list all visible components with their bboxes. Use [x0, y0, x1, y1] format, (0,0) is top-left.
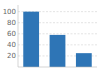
y-tick-label: 80 — [7, 19, 16, 27]
y-tick-label: 40 — [7, 41, 16, 49]
y-axis-line — [18, 5, 19, 67]
y-tick-label: 100 — [3, 8, 16, 16]
bar — [23, 12, 39, 67]
y-tick-label: 20 — [7, 52, 16, 60]
chart: 20 40 60 80 100 — [0, 0, 100, 71]
y-tick-label: 60 — [7, 30, 16, 38]
bar — [50, 35, 66, 67]
x-axis-line — [18, 67, 97, 68]
bars — [23, 12, 91, 67]
y-tick-labels: 20 40 60 80 100 — [3, 8, 16, 60]
bar — [76, 53, 92, 67]
